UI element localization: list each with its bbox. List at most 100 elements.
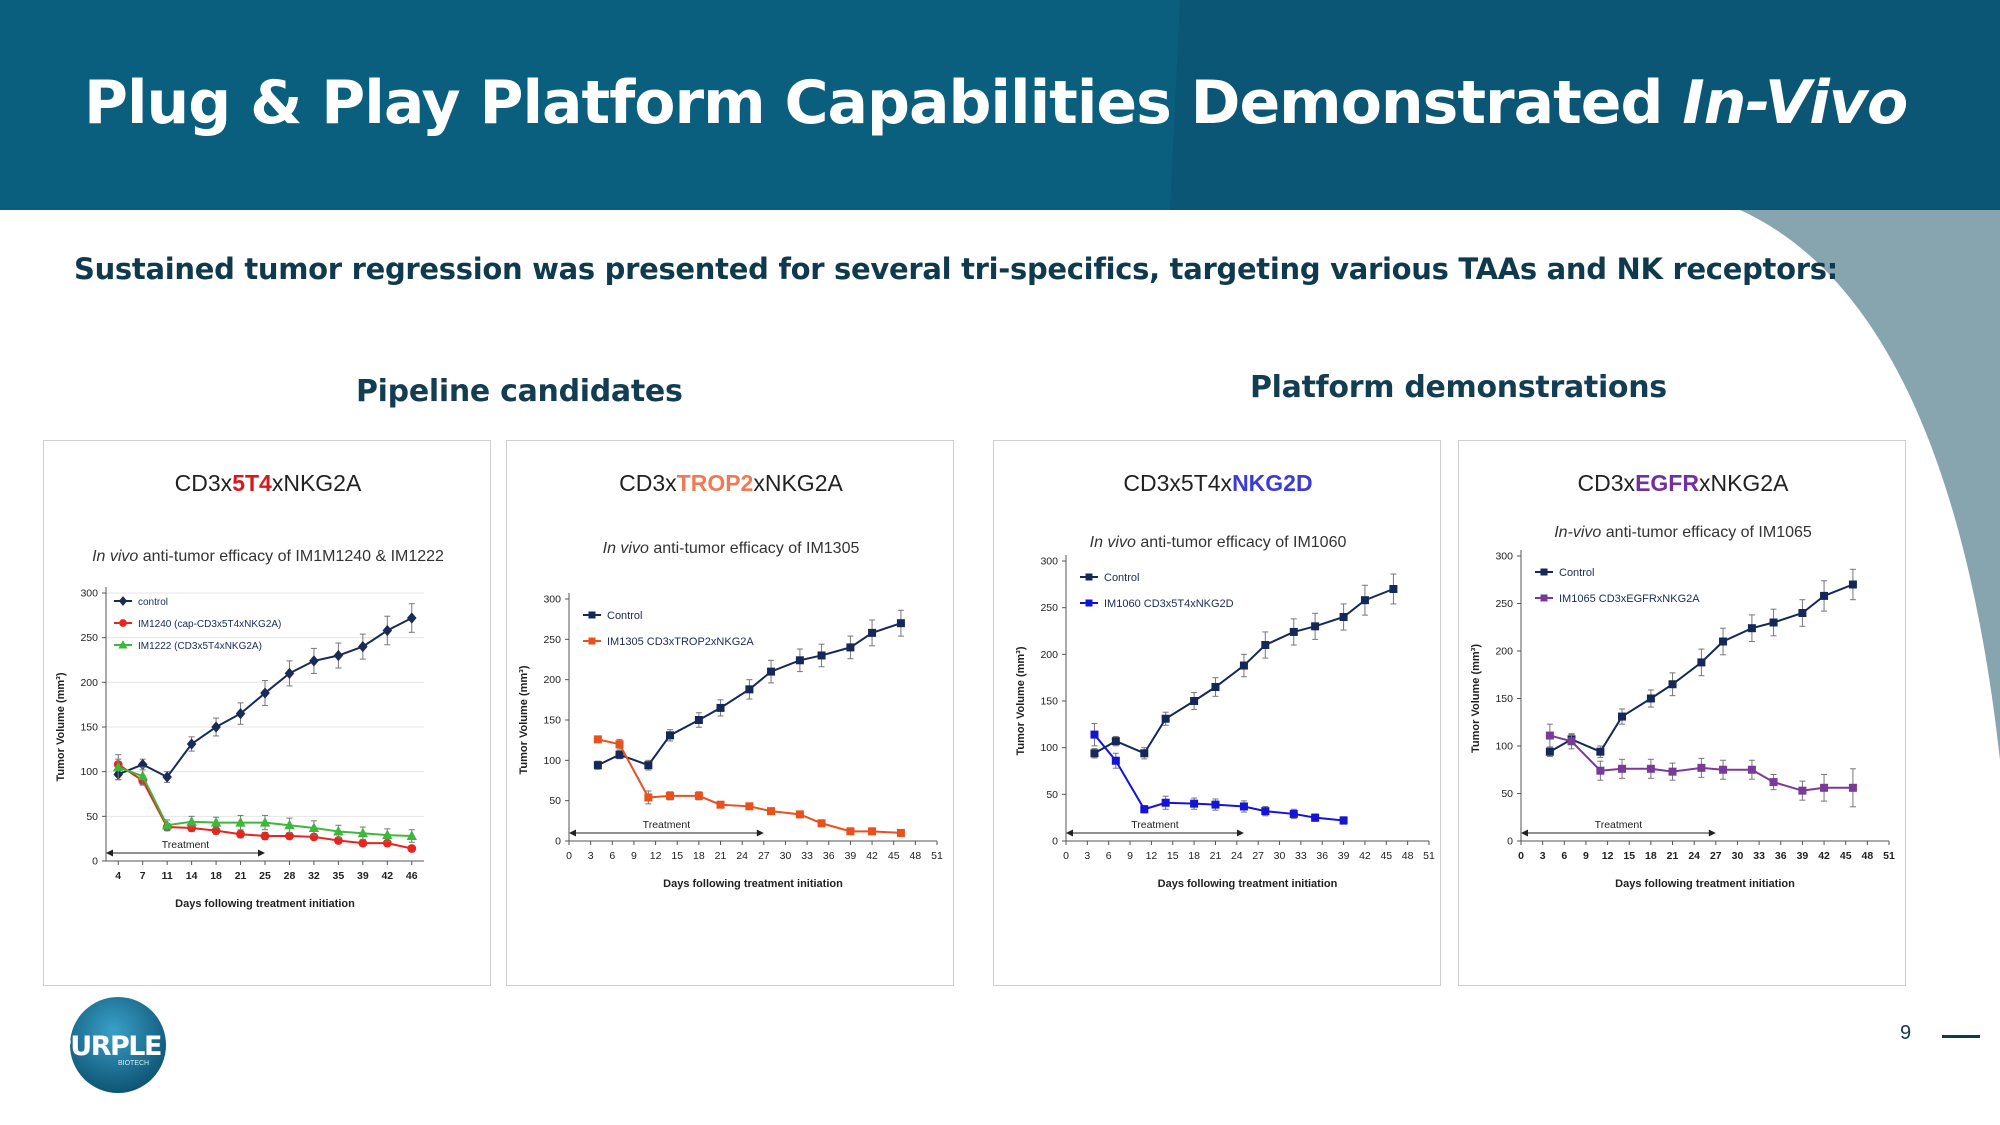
x-tick-label: 32 [308,870,320,882]
y-tick-label: 300 [1495,551,1513,563]
series-2 [1545,723,1857,808]
data-point [1646,694,1655,703]
x-tick-label: 15 [1623,850,1635,862]
data-point [1545,731,1554,740]
legend-label: IM1060 CD3x5T4xNKG2D [1104,598,1234,610]
data-point [694,791,703,800]
chart-panel-egfr: CD3xEGFRxNKG2A In-vivo anti-tumor efficac… [1458,440,1906,986]
x-tick-label: 0 [566,850,572,862]
x-tick-label: 9 [631,850,637,862]
x-tick-label: 12 [1146,850,1158,862]
data-point [1596,747,1605,756]
chart-panel-5t4: CD3x5T4xNKG2A In vivo anti-tumor efficacy… [43,440,491,986]
data-point [1111,756,1120,765]
x-tick-label: 45 [888,850,900,862]
legend-marker [118,640,128,649]
y-tick-label: 150 [1495,693,1513,705]
data-point [846,643,855,652]
legend-marker [1085,599,1093,607]
legend-label: Control [1104,572,1139,584]
chart-heading-suffix: xNKG2A [272,470,362,496]
y-tick-label: 50 [1501,788,1513,800]
x-tick-label: 48 [910,850,922,862]
x-axis-label: Days following treatment initiation [1615,878,1795,890]
data-point [1289,809,1298,818]
data-point [868,628,877,637]
treatment-arrow-left [569,829,576,837]
data-point [817,819,826,828]
data-point [593,735,602,744]
x-tick-label: 30 [1274,850,1286,862]
data-point [357,827,369,838]
legend-label: IM1065 CD3xEGFRxNKG2A [1559,593,1700,605]
x-tick-label: 21 [235,870,247,882]
data-point [1211,800,1220,809]
x-tick-label: 14 [186,870,198,882]
chart-heading: CD3xTROP2xNKG2A [619,470,843,496]
data-point [1239,661,1248,670]
data-point [1545,747,1554,756]
data-point [1389,585,1398,593]
x-tick-label: 3 [1540,850,1546,862]
data-point [260,687,270,699]
data-point [1161,714,1170,723]
data-point [162,771,172,783]
data-point [406,612,417,624]
y-tick-label: 200 [1495,646,1513,658]
y-tick-label: 0 [1052,836,1058,848]
data-point [1090,730,1099,739]
data-point [1769,618,1778,627]
y-tick-label: 200 [1040,649,1058,661]
legend-marker [588,611,596,619]
legend-marker [119,619,127,627]
y-tick-label: 150 [1040,696,1058,708]
x-tick-label: 33 [1753,850,1765,862]
chart-nkg2d: CD3x5T4xNKG2D In vivo anti-tumor efficacy… [1015,470,1435,890]
y-tick-label: 50 [549,795,561,807]
x-axis-label: Days following treatment initiation [1158,878,1338,890]
data-point [1848,783,1857,792]
x-tick-label: 21 [1210,850,1222,862]
data-point [896,619,905,628]
data-point [1848,580,1857,589]
data-point [1719,765,1728,774]
data-point [1261,807,1270,816]
data-point [1289,627,1298,636]
x-tick-label: 6 [609,850,615,862]
chart-title-rest: anti-tumor efficacy of IM1065 [1601,524,1812,541]
x-tick-label: 3 [1084,850,1090,862]
data-point [1668,680,1677,689]
chart-trop2: CD3xTROP2xNKG2A In vivo anti-tumor effica… [518,470,943,890]
data-point [382,829,393,840]
data-point [1618,764,1627,773]
data-point [1140,749,1149,758]
x-tick-label: 30 [780,850,792,862]
data-point [1618,712,1627,721]
x-tick-label: 3 [588,850,594,862]
data-point [210,816,222,827]
data-point [666,731,675,740]
y-tick-label: 250 [1040,602,1058,614]
x-tick-label: 36 [1316,850,1328,862]
data-point [1140,805,1149,814]
series-1 [113,603,417,783]
data-point [795,810,804,819]
data-point [1190,799,1199,808]
chart-panel-nkg2d: CD3x5T4xNKG2D In vivo anti-tumor efficacy… [993,440,1441,986]
x-tick-label: 39 [1338,850,1350,862]
logo-subtext: BIOTECH [118,1060,149,1067]
slide-subtitle: Sustained tumor regression was presented… [74,252,1838,286]
y-tick-label: 250 [80,632,98,644]
series-1 [1090,573,1398,760]
purple-biotech-logo: PURPLE BIOTECH [52,997,166,1093]
x-tick-label: 9 [1583,850,1589,862]
chart-title-rest: anti-tumor efficacy of IM1M1240 & IM1222 [138,548,444,565]
x-tick-label: 12 [650,850,662,862]
data-point [236,829,245,839]
chart-heading-highlight: NKG2D [1232,470,1313,496]
section-heading-pipeline: Pipeline candidates [356,374,683,409]
chart-title: In-vivo anti-tumor efficacy of IM1065 [1554,524,1812,541]
data-point [1111,737,1120,746]
y-tick-label: 150 [543,715,561,727]
data-point [333,649,344,662]
